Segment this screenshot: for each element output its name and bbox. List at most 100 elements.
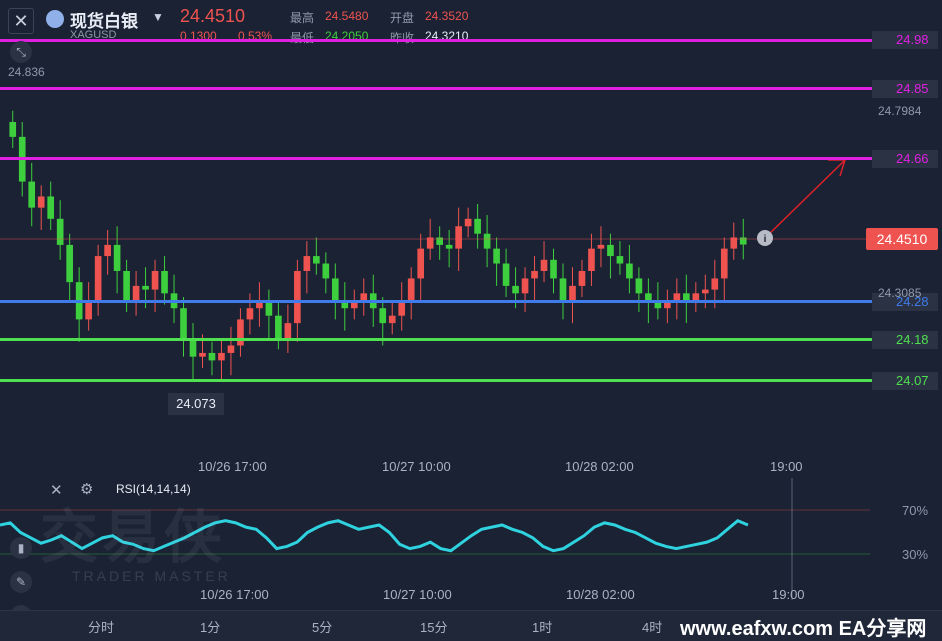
tab-5min[interactable]: 5分 bbox=[312, 620, 333, 635]
candle-body bbox=[635, 278, 643, 294]
candle-body bbox=[208, 352, 216, 361]
time-label-4: 19:00 bbox=[770, 459, 803, 474]
rsi-close-icon[interactable]: ✕ bbox=[50, 482, 63, 499]
candle-body bbox=[502, 263, 510, 286]
candle-body bbox=[227, 345, 235, 353]
open-value: 24.3520 bbox=[425, 9, 469, 23]
high-label: 最高 bbox=[290, 11, 315, 25]
candle-body bbox=[398, 300, 406, 316]
level-line-3[interactable] bbox=[0, 157, 872, 160]
candle-body bbox=[123, 270, 130, 301]
rsi-time-label-2: 10/27 10:00 bbox=[383, 587, 452, 602]
watermark-sub: TRADER MASTER bbox=[72, 568, 231, 584]
candle-body bbox=[341, 300, 349, 309]
candle-body bbox=[493, 248, 500, 264]
axis-right-lower-value: 24.3085 bbox=[878, 286, 922, 300]
candle-body bbox=[142, 285, 149, 290]
level-line-6[interactable] bbox=[0, 379, 872, 382]
level-line-2[interactable] bbox=[0, 87, 872, 90]
axis-right-upper-value: 24.7984 bbox=[878, 104, 922, 118]
open-label: 开盘 bbox=[390, 11, 415, 25]
candle-body bbox=[673, 293, 681, 301]
time-label-1: 10/26 17:00 bbox=[198, 459, 267, 474]
candle-body bbox=[436, 237, 443, 245]
candle-body bbox=[626, 263, 633, 279]
svg-text:i: i bbox=[764, 234, 767, 245]
candle-body bbox=[104, 244, 111, 257]
symbol-code: XAGUSD bbox=[70, 29, 117, 41]
tab-4hour[interactable]: 4时 bbox=[642, 620, 663, 635]
level-tag-6: 24.07 bbox=[872, 372, 938, 390]
rsi-time-label-1: 10/26 17:00 bbox=[200, 587, 269, 602]
candle-body bbox=[550, 259, 557, 279]
candle-body bbox=[597, 244, 605, 249]
candle-body bbox=[161, 270, 168, 294]
candle-body bbox=[474, 218, 481, 234]
level-line-4[interactable] bbox=[0, 300, 872, 303]
tab-15min[interactable]: 15分 bbox=[420, 620, 448, 635]
candle-body bbox=[28, 181, 36, 208]
candle-body bbox=[559, 278, 567, 301]
level-tag-5: 24.18 bbox=[872, 331, 938, 349]
candle-body bbox=[664, 300, 671, 309]
candle-body bbox=[303, 256, 311, 271]
rsi-title: RSI(14,14,14) bbox=[116, 482, 191, 496]
candle-body bbox=[521, 278, 529, 294]
candle-body bbox=[294, 270, 301, 324]
level-line-5[interactable] bbox=[0, 338, 872, 341]
candle-body bbox=[189, 338, 197, 357]
level-tag-1: 24.98 bbox=[872, 31, 938, 49]
candle-body bbox=[284, 323, 292, 339]
candle-body bbox=[720, 248, 728, 279]
candle-body bbox=[113, 244, 121, 271]
indicator-icon[interactable]: ▮ bbox=[10, 537, 32, 559]
high-value: 24.5480 bbox=[325, 9, 369, 23]
candle-body bbox=[417, 248, 425, 279]
level-line-1[interactable] bbox=[0, 39, 872, 42]
candle-body bbox=[256, 300, 263, 309]
candle-body bbox=[464, 218, 472, 227]
tab-1min[interactable]: 1分 bbox=[200, 620, 221, 635]
collapse-icon[interactable]: ⤡ bbox=[10, 41, 32, 63]
info-icon bbox=[757, 230, 773, 246]
close-icon[interactable]: ✕ bbox=[8, 8, 34, 34]
candle-body bbox=[66, 244, 73, 283]
time-label-2: 10/27 10:00 bbox=[382, 459, 451, 474]
level-tag-2: 24.85 bbox=[872, 80, 938, 98]
level-tag-4: 24.28 bbox=[872, 293, 938, 311]
pencil-icon[interactable]: ✎ bbox=[10, 571, 32, 593]
candle-body bbox=[540, 259, 548, 271]
candle-body bbox=[350, 300, 358, 309]
candle-body bbox=[445, 244, 453, 249]
rsi-time-label-4: 19:00 bbox=[772, 587, 805, 602]
tab-1hour[interactable]: 1时 bbox=[532, 620, 553, 635]
candle-body bbox=[180, 308, 187, 339]
low-callout: 24.073 bbox=[168, 393, 224, 415]
candle-body bbox=[730, 237, 738, 249]
candle-body bbox=[588, 248, 595, 271]
gear-icon[interactable]: ⚙ bbox=[80, 481, 94, 498]
chevron-down-icon[interactable]: ▼ bbox=[152, 10, 164, 24]
candle-body bbox=[151, 270, 159, 290]
candle-body bbox=[578, 270, 586, 286]
current-price: 24.4510 bbox=[180, 6, 246, 26]
candle-body bbox=[711, 278, 719, 290]
candle-body bbox=[426, 237, 434, 249]
candle-body bbox=[607, 244, 614, 257]
candle-body bbox=[388, 315, 396, 324]
candle-body bbox=[199, 352, 206, 357]
brand-watermark: www.eafxw.com EA分享网 bbox=[680, 618, 927, 640]
candle-body bbox=[132, 285, 140, 301]
candle-body bbox=[85, 300, 92, 320]
candle-body bbox=[9, 121, 17, 137]
symbol-name[interactable]: 现货白银 bbox=[70, 12, 138, 31]
candle-body bbox=[37, 196, 45, 208]
candle-body bbox=[275, 315, 282, 339]
timeframe-tabbar bbox=[0, 610, 942, 641]
tab-timeline[interactable]: 分时 bbox=[88, 620, 115, 635]
candle-body bbox=[94, 256, 102, 301]
candle-body bbox=[701, 289, 709, 294]
candle-body bbox=[218, 352, 225, 361]
watermark: 交易侠 bbox=[40, 505, 227, 570]
rsi-series bbox=[0, 518, 749, 553]
